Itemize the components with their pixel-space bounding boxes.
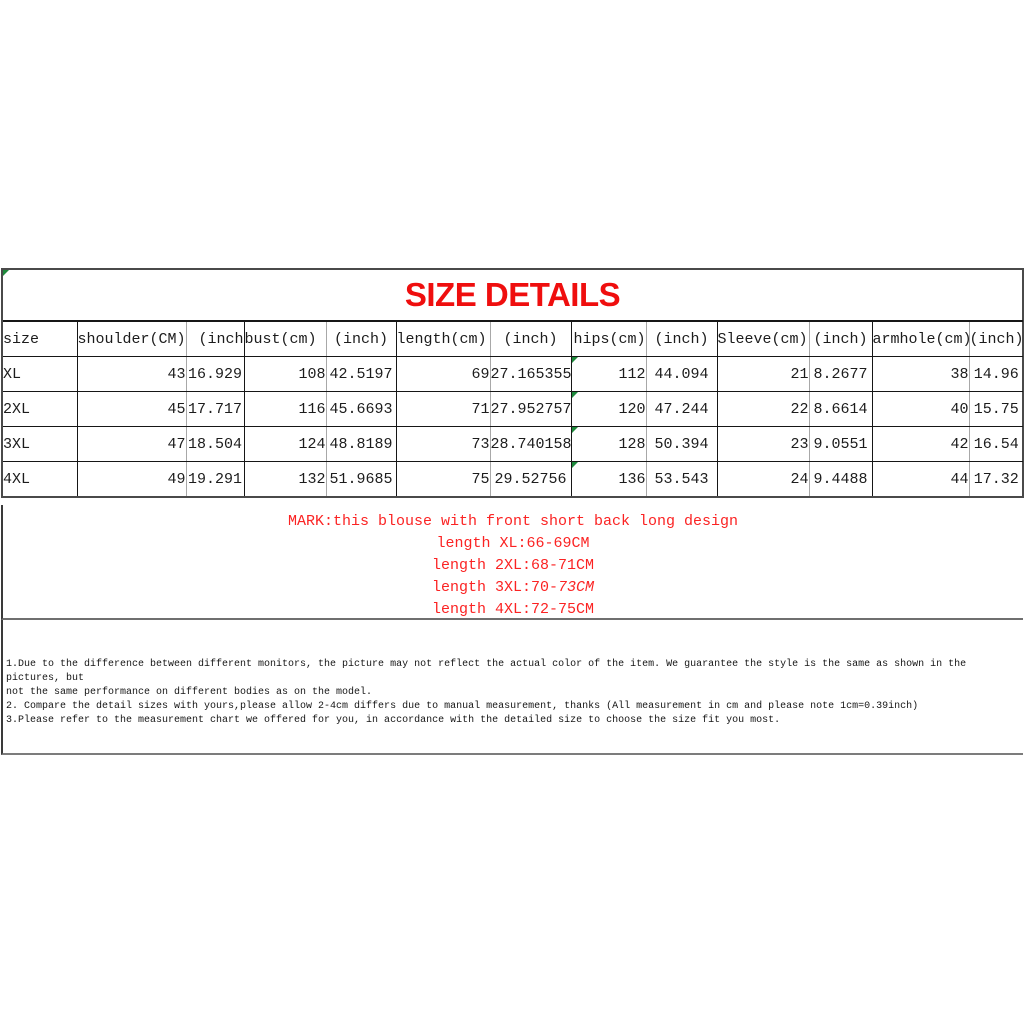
size-table-box: SIZE DETAILS size shoulder(CM) (inch bus… bbox=[1, 268, 1024, 498]
table-row-2xl: 2XL 45 17.717 116 45.6693 71 27.952757 1… bbox=[3, 391, 1023, 427]
mark-length-4xl: length 4XL:72-75CM bbox=[431, 601, 595, 618]
cell-shoulder-inch: 18.504 bbox=[186, 426, 245, 462]
mark-length-xl: length XL:66-69CM bbox=[436, 535, 590, 552]
cell-hips-cm: 120 bbox=[571, 391, 647, 427]
table-row-4xl: 4XL 49 19.291 132 51.9685 75 29.52756 13… bbox=[3, 461, 1023, 496]
cell-hips-cm: 112 bbox=[571, 356, 647, 392]
column-header-bust-cm: bust(cm) bbox=[244, 320, 327, 357]
size-table: size shoulder(CM) (inch bust(cm) (inch) … bbox=[3, 320, 1023, 496]
cell-shoulder-cm: 45 bbox=[77, 391, 187, 427]
header-row: size shoulder(CM) (inch bust(cm) (inch) … bbox=[3, 320, 1023, 357]
title-row: SIZE DETAILS bbox=[3, 270, 1022, 320]
excel-flag-icon bbox=[571, 357, 578, 363]
note-line-3: 3.Please refer to the measurement chart … bbox=[6, 715, 781, 726]
cell-bust-inch: 51.9685 bbox=[326, 461, 397, 496]
cell-hips-cm: 128 bbox=[571, 426, 647, 462]
page-title: SIZE DETAILS bbox=[404, 276, 621, 313]
cell-size: XL bbox=[3, 356, 78, 392]
cell-sleeve-cm: 22 bbox=[717, 391, 810, 427]
column-header-sleeve-inch: (inch) bbox=[809, 320, 873, 357]
table-row-3xl: 3XL 47 18.504 124 48.8189 73 28.740158 1… bbox=[3, 426, 1023, 462]
column-header-length-cm: length(cm) bbox=[396, 320, 491, 357]
cell-armhole-inch: 17.32 bbox=[973, 470, 1019, 488]
mark-length-3xl: length 3XL:70-73CM bbox=[431, 579, 595, 596]
column-header-size: size bbox=[3, 320, 78, 357]
cell-sleeve-inch: 9.0551 bbox=[809, 426, 873, 462]
column-header-hips-inch: (inch) bbox=[646, 320, 718, 357]
column-header-length-inch: (inch) bbox=[490, 320, 572, 357]
cell-hips-inch: 44.094 bbox=[646, 356, 718, 392]
cell-sleeve-inch: 8.6614 bbox=[809, 391, 873, 427]
cell-shoulder-inch: 17.717 bbox=[186, 391, 245, 427]
mark-length-2xl: length 2XL:68-71CM bbox=[431, 557, 595, 574]
cell-sleeve-inch: 8.2677 bbox=[809, 356, 873, 392]
cell-bust-cm: 116 bbox=[244, 391, 327, 427]
cell-length-inch: 27.165355 bbox=[490, 356, 572, 392]
note-line-2: 2. Compare the detail sizes with yours,p… bbox=[6, 701, 919, 712]
column-header-shoulder-inch: (inch bbox=[186, 320, 245, 357]
cell-length-inch: 27.952757 bbox=[490, 391, 572, 427]
cell-shoulder-inch: 16.929 bbox=[186, 356, 245, 392]
cell-bust-cm: 132 bbox=[244, 461, 327, 496]
table-row-xl: XL 43 16.929 108 42.5197 69 27.165355 11… bbox=[3, 356, 1023, 392]
cell-armhole-inch: 15.75 bbox=[969, 391, 1023, 427]
column-header-shoulder-cm: shoulder(CM) bbox=[77, 320, 187, 357]
cell-armhole-inch: 16.54 bbox=[969, 426, 1023, 462]
cell-bust-inch: 48.8189 bbox=[326, 426, 397, 462]
cell-hips-inch: 53.543 bbox=[646, 461, 718, 496]
cell-bust-cm: 124 bbox=[244, 426, 327, 462]
cell-armhole-inch: 14.96 bbox=[969, 356, 1023, 392]
cell-sleeve-cm: 23 bbox=[717, 426, 810, 462]
cell-length-cm: 71 bbox=[396, 391, 491, 427]
cell-length-cm: 75 bbox=[396, 461, 491, 496]
note-line-1b: not the same performance on different bo… bbox=[6, 687, 373, 698]
cell-shoulder-cm: 47 bbox=[77, 426, 187, 462]
cell-length-cm: 73 bbox=[396, 426, 491, 462]
cell-bust-inch: 45.6693 bbox=[326, 391, 397, 427]
mark-length-3xl-italic: 73CM bbox=[558, 579, 595, 596]
cell-bust-cm: 108 bbox=[244, 356, 327, 392]
notes-section: 1.Due to the difference between differen… bbox=[1, 620, 1023, 755]
column-header-sleeve-cm: Sleeve(cm) bbox=[717, 320, 810, 357]
column-header-armhole-inch: (inch) bbox=[969, 320, 1023, 357]
cell-shoulder-cm: 49 bbox=[77, 461, 187, 496]
cell-size: 3XL bbox=[3, 426, 78, 462]
cell-length-cm: 69 bbox=[396, 356, 491, 392]
cell-armhole-cm: 38 bbox=[872, 356, 970, 392]
cell-hips-inch: 47.244 bbox=[646, 391, 718, 427]
excel-flag-icon bbox=[571, 392, 578, 398]
cell-sleeve-cm: 21 bbox=[717, 356, 810, 392]
cell-size: 2XL bbox=[3, 391, 78, 427]
excel-flag-icon bbox=[571, 462, 578, 468]
cell-armhole-cm: 44 bbox=[872, 461, 970, 496]
mark-section: MARK:this blouse with front short back l… bbox=[1, 505, 1023, 620]
cell-armhole-cm: 42 bbox=[872, 426, 970, 462]
mark-note: MARK:this blouse with front short back l… bbox=[287, 513, 739, 530]
column-header-armhole-cm: armhole(cm) bbox=[872, 320, 970, 357]
cell-hips-cm: 136 bbox=[571, 461, 647, 496]
cell-length-inch: 28.740158 bbox=[490, 426, 572, 462]
excel-flag-icon bbox=[3, 270, 9, 276]
cell-shoulder-inch: 19.291 bbox=[186, 461, 245, 496]
cell-sleeve-inch: 9.4488 bbox=[809, 461, 873, 496]
column-header-bust-inch: (inch) bbox=[326, 320, 397, 357]
cell-hips-inch: 50.394 bbox=[646, 426, 718, 462]
cell-bust-inch: 42.5197 bbox=[326, 356, 397, 392]
cell-shoulder-cm: 43 bbox=[77, 356, 187, 392]
cell-sleeve-cm: 24 bbox=[717, 461, 810, 496]
cell-size: 4XL bbox=[3, 461, 78, 496]
cell-length-inch: 29.52756 bbox=[490, 461, 572, 496]
note-line-1: 1.Due to the difference between differen… bbox=[6, 659, 967, 684]
column-header-hips-cm: hips(cm) bbox=[571, 320, 647, 357]
excel-flag-icon bbox=[571, 427, 578, 433]
cell-armhole-cm: 40 bbox=[872, 391, 970, 427]
